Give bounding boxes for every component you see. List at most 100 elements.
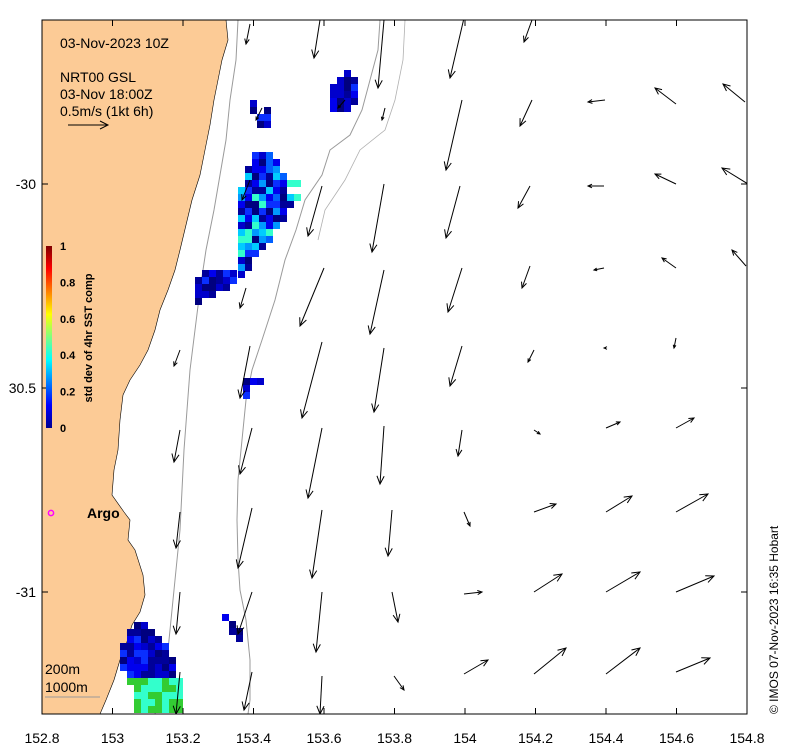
sst-pixel: [155, 692, 162, 699]
sst-pixel: [216, 277, 223, 284]
sst-pixel: [259, 166, 266, 173]
sst-pixel: [257, 121, 264, 128]
sst-pixel: [230, 270, 237, 277]
sst-pixel: [176, 706, 183, 713]
current-vector-arrow: [376, 425, 385, 486]
sst-pixel: [243, 378, 250, 385]
current-vector-arrow: [527, 349, 535, 364]
sst-pixel: [245, 264, 252, 271]
sst-pixel: [238, 201, 245, 208]
sst-pixel: [280, 215, 287, 222]
sst-pixel: [134, 678, 141, 685]
sst-pixel: [141, 664, 148, 671]
sst-pixel: [273, 173, 280, 180]
sst-pixel: [141, 706, 148, 713]
current-vector-arrow: [311, 20, 321, 60]
sst-pixel: [250, 100, 257, 107]
sst-pixel: [176, 692, 183, 699]
sst-pixel: [162, 650, 169, 657]
y-axis-ticks: -30 30.5 -31: [9, 176, 747, 600]
sst-pixel: [259, 201, 266, 208]
sst-pixel: [202, 291, 209, 298]
colorbar-title: std dev of 4hr SST comp: [83, 273, 95, 402]
sst-pixel: [273, 215, 280, 222]
current-vector-arrow: [605, 495, 634, 513]
sst-pixel: [134, 699, 141, 706]
argo-marker[interactable]: [47, 509, 55, 517]
sst-pixel: [252, 152, 259, 159]
sst-pixel: [195, 291, 202, 298]
depth-legend-1000: 1000m: [45, 679, 88, 695]
sst-pixel: [134, 671, 141, 678]
current-vector-arrow: [605, 647, 641, 675]
product-label: NRT00 GSL: [60, 69, 136, 85]
sst-pixel: [195, 284, 202, 291]
sst-pixel: [134, 657, 141, 664]
sst-pixel: [120, 664, 127, 671]
current-vector-arrow: [586, 99, 606, 104]
current-vector-arrow: [337, 99, 346, 109]
sst-pixel: [141, 650, 148, 657]
sst-pixel: [250, 107, 257, 114]
sst-pixel: [162, 671, 169, 678]
map-datetime: 03-Nov-2023 10Z: [60, 35, 169, 51]
y-tick-label: -31: [16, 584, 36, 600]
x-tick-label: 154.6: [659, 730, 694, 746]
isobath-deep: [317, 20, 406, 241]
sst-pixel: [252, 180, 259, 187]
y-tick-label: 30.5: [9, 380, 36, 396]
sst-pixel: [337, 77, 344, 84]
colorbar-ticks: 1 0.8 0.6 0.4 0.2 0: [60, 241, 76, 435]
x-tick-label: 154.4: [588, 730, 623, 746]
current-vector-arrow: [391, 591, 401, 624]
sst-pixel: [266, 173, 273, 180]
sst-pixel: [252, 208, 259, 215]
sst-pixel: [120, 650, 127, 657]
sst-pixel: [337, 105, 344, 112]
current-vector-arrow: [367, 269, 385, 336]
current-vector-arrow: [393, 675, 405, 691]
current-vector-arrow: [236, 591, 253, 636]
current-vector-arrow: [533, 503, 558, 513]
sst-pixel: [209, 277, 216, 284]
sst-pixel: [141, 692, 148, 699]
colorbar-tick-label: 1: [60, 241, 66, 253]
sst-pixel: [127, 664, 134, 671]
sst-pixel: [273, 159, 280, 166]
current-vector-arrow: [309, 509, 323, 580]
current-vector-arrow: [241, 179, 251, 202]
sst-pixel: [148, 657, 155, 664]
sst-pixel: [266, 159, 273, 166]
sst-pixel: [294, 180, 301, 187]
sst-pixel: [127, 678, 134, 685]
current-vector-arrow: [171, 429, 181, 464]
sst-pixel: [141, 678, 148, 685]
isobath-1000m: [236, 20, 381, 714]
x-axis-ticks: 152.8 153 153.2 153.4 153.6 153.8 154 154.2 154.…: [24, 20, 765, 746]
sst-pixel: [120, 657, 127, 664]
sst-pixel: [120, 643, 127, 650]
current-vector-arrow: [173, 349, 181, 368]
sst-pixel: [264, 107, 271, 114]
sst-pixel: [155, 678, 162, 685]
current-vector-arrow: [172, 591, 181, 636]
x-tick-label: 154: [453, 730, 477, 746]
sst-pixel: [127, 636, 134, 643]
sst-pixel: [264, 121, 271, 128]
sst-pixel: [155, 650, 162, 657]
sst-pixel: [169, 685, 176, 692]
sst-pixel: [245, 194, 252, 201]
sst-pixel: [209, 270, 216, 277]
sst-pixel: [169, 678, 176, 685]
sst-pixel: [238, 208, 245, 215]
sst-pixel: [259, 236, 266, 243]
colorbar: [46, 246, 52, 428]
current-vector-arrow: [172, 671, 181, 714]
sst-pixel: [259, 229, 266, 236]
sst-pixel: [266, 194, 273, 201]
sst-pixel: [351, 77, 358, 84]
x-tick-label: 153: [101, 730, 125, 746]
sst-pixel: [273, 187, 280, 194]
sst-pixel: [280, 173, 287, 180]
sst-pixel: [264, 114, 271, 121]
